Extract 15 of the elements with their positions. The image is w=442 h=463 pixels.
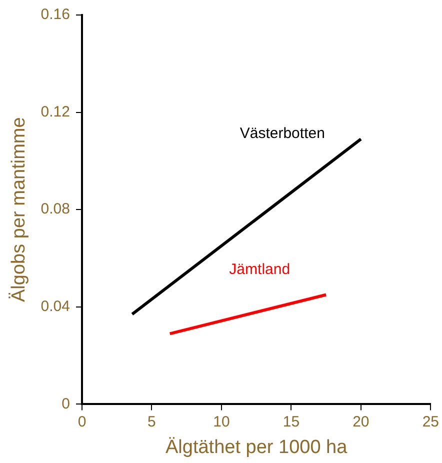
- x-tick-label: 15: [282, 413, 300, 430]
- x-tick-label: 20: [352, 413, 370, 430]
- x-tick-label: 10: [213, 413, 230, 430]
- y-tick-label: 0: [62, 395, 70, 412]
- x-tick-label: 0: [78, 413, 86, 430]
- y-tick-label: 0.16: [40, 6, 70, 24]
- y-tick-label: 0.08: [40, 200, 70, 218]
- x-tick-label: 25: [422, 413, 439, 430]
- y-axis-title: Älgobs per mantimme: [8, 117, 30, 302]
- series-label: Västerbotten: [240, 125, 325, 142]
- y-tick-label: 0.12: [40, 103, 70, 120]
- x-axis-title: Älgtäthet per 1000 ha: [165, 436, 348, 458]
- x-tick-label: 5: [148, 413, 156, 430]
- series-label: Jämtland: [229, 261, 290, 278]
- y-tick-label: 0.04: [40, 298, 70, 316]
